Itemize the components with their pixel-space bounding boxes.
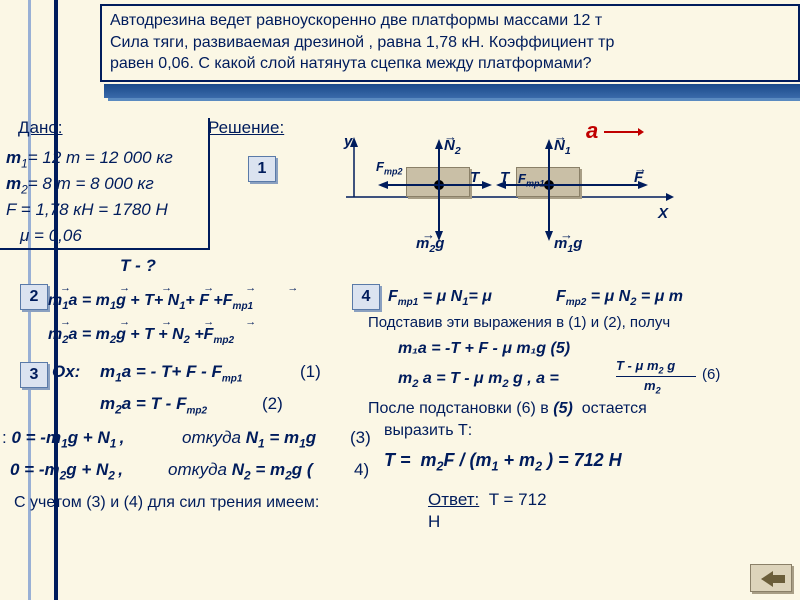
cap-m2g: → xyxy=(422,227,435,242)
oy-eq-1r: откуда N1 = m1g xyxy=(182,428,316,450)
given-m1: m1= 12 т = 12 000 кг xyxy=(6,148,173,170)
vec-caps-1: → → → → → → xyxy=(60,282,312,294)
shadow-bar-2 xyxy=(108,98,800,101)
cap-N2: → xyxy=(444,129,457,144)
problem-line-3: равен 0,06. С какой слой натянута сцепка… xyxy=(110,53,790,75)
eq-6: m2 a = T - μ m2 g , a = xyxy=(398,370,559,390)
problem-line-1: Автодрезина ведет равноускоренно две пла… xyxy=(110,10,790,32)
problem-box: Автодрезина ведет равноускоренно две пла… xyxy=(100,4,800,82)
eq-6-bar xyxy=(616,376,696,377)
fric-eq-2: Fтр2 = μ N2 = μ m xyxy=(556,288,683,308)
given-F: F = 1,78 кН = 1780 Н xyxy=(6,200,168,220)
vec-eq-2: m2a = m2g + T + N2 +Fтр2 xyxy=(48,326,234,346)
ox-label: Ох: xyxy=(52,362,80,382)
eq-5: m₁a = -T + F - μ m₁g (5) xyxy=(398,340,570,358)
oy-eq-1n: (3) xyxy=(350,428,371,448)
friction-note: С учетом (3) и (4) для сил трения имеем: xyxy=(14,494,319,512)
Ftr1-label: Fтр1 xyxy=(518,171,544,189)
given-rule-v xyxy=(208,118,210,250)
solution-header: Решение: xyxy=(208,118,284,138)
eq-6-top: T - μ m2 g xyxy=(616,358,675,376)
T-right-label: T xyxy=(470,169,479,186)
step-2-box: 2 xyxy=(20,284,48,310)
oy-eq-1: : 0 = -m1g + N1 , xyxy=(2,428,124,450)
ox-eq-2: m2a = T - Fтр2 xyxy=(100,394,207,416)
ox-eq-1: m1a = - T+ F - Fтр1 xyxy=(100,362,242,384)
given-rule-h xyxy=(0,248,210,250)
given-find: T - ? xyxy=(120,256,156,276)
back-arrow-icon xyxy=(751,565,793,593)
ox-eq-2-num: (2) xyxy=(262,394,283,414)
Ftr2-label: Fтр2 xyxy=(376,159,402,177)
step-1-box: 1 xyxy=(248,156,276,182)
oy-eq-2: 0 = -m2g + N2 , xyxy=(10,460,123,482)
force-diagram: y X N2 N1 Fтр2 Fтр1 T T F m2g m1g → → → … xyxy=(346,135,676,275)
vectors-svg xyxy=(346,135,676,275)
given-header: Дано: xyxy=(18,118,63,138)
back-button[interactable] xyxy=(750,564,792,592)
after-subst-2: выразить Т: xyxy=(384,422,472,440)
answer-unit: Н xyxy=(428,512,440,532)
step-4-box: 4 xyxy=(352,284,380,310)
result-eq: T = m2F / (m1 + m2 ) = 712 Н xyxy=(384,450,622,474)
eq-6-num: (6) xyxy=(702,366,720,383)
vec-eq-1: m1a = m1g + T+ N1+ F +Fтр1 xyxy=(48,292,253,312)
eq-6-bot: m2 xyxy=(644,378,661,396)
vec-caps-2: → → → → → xyxy=(60,316,270,328)
given-m2: m2= 8 т = 8 000 кг xyxy=(6,174,154,196)
T-left-label: T xyxy=(500,169,509,186)
cap-N1: → xyxy=(554,129,567,144)
subst-text: Подставив эти выражения в (1) и (2), пол… xyxy=(368,314,670,331)
problem-line-2: Сила тяги, развиваемая дрезиной , равна … xyxy=(110,32,790,54)
ox-eq-1-num: (1) xyxy=(300,362,321,382)
after-subst-1: После подстановки (6) в (5) остается xyxy=(368,400,647,418)
oy-eq-2r: откуда N2 = m2g ( xyxy=(168,460,313,482)
cap-m1g: → xyxy=(560,227,573,242)
cap-F: → xyxy=(634,161,647,176)
oy-eq-2n: 4) xyxy=(354,460,369,480)
fric-eq-1: Fтр1 = μ N1= μ xyxy=(388,288,492,308)
answer-label: Ответ: T = 712 xyxy=(428,490,547,510)
shadow-bar xyxy=(104,84,800,98)
given-mu: μ = 0,06 xyxy=(20,226,82,246)
step-3-box: 3 xyxy=(20,362,48,388)
